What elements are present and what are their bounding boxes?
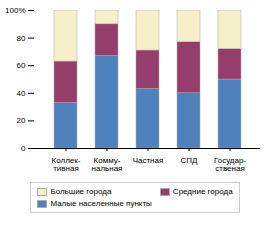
html-text:Малые населенные пункты: Малые населенные пункты	[50, 199, 152, 208]
svg-text:СПД: СПД	[181, 156, 199, 165]
svg-text:Комму-нальная: Комму-нальная	[92, 156, 123, 173]
svg-text:Государ-ственая: Государ-ственая	[214, 156, 247, 173]
html-text:Большие города: Большие города	[50, 187, 112, 196]
svg-text:100%: 100%	[5, 6, 25, 15]
svg-text:60: 60	[17, 61, 26, 70]
svg-text:20: 20	[17, 116, 26, 125]
svg-text:Частная: Частная	[133, 156, 164, 165]
svg-text:80: 80	[17, 34, 26, 43]
svg-text:0: 0	[21, 144, 26, 153]
html-text:Средние города: Средние города	[172, 187, 233, 196]
svg-text:Коллек-тивная: Коллек-тивная	[52, 156, 81, 173]
svg-text:40: 40	[17, 89, 26, 98]
